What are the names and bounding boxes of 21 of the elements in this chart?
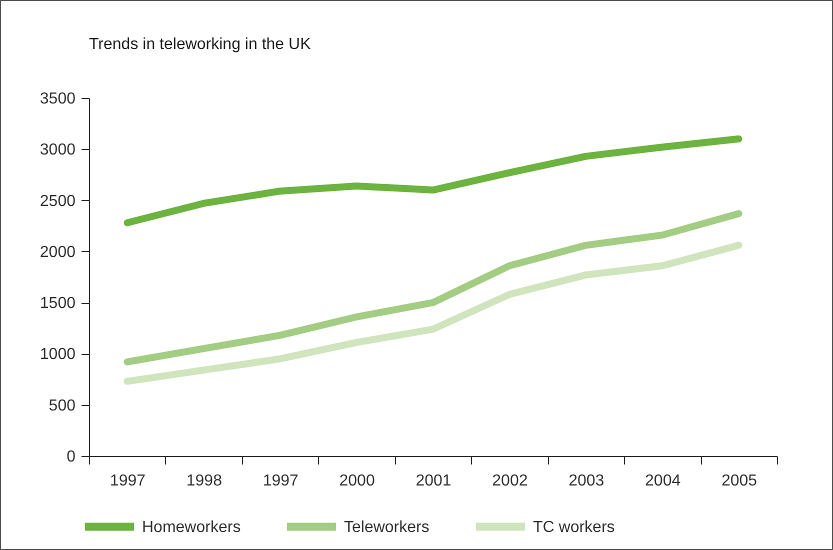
x-tick-label: 2005 <box>721 472 758 490</box>
x-tick-label: 1998 <box>186 472 222 490</box>
y-tick-label: 0 <box>66 448 76 466</box>
legend-label: Homeworkers <box>142 518 241 536</box>
y-tick-label: 3000 <box>40 142 76 159</box>
x-tick-label: 1997 <box>110 472 146 490</box>
y-tick-label: 3500 <box>40 90 76 108</box>
y-tick-label: 1500 <box>40 295 76 312</box>
y-tick-label: 2000 <box>40 244 76 261</box>
x-tick-label: 2003 <box>568 472 604 490</box>
x-tick-label: 2004 <box>645 472 681 490</box>
x-tick-label: 2002 <box>492 472 528 490</box>
y-tick-label: 1000 <box>40 346 76 364</box>
y-tick-label: 500 <box>48 397 76 414</box>
legend-label: TC workers <box>533 518 615 536</box>
chart-title: Trends in teleworking in the UK <box>89 36 312 53</box>
x-tick-label: 2000 <box>339 472 375 490</box>
x-tick-label: 2001 <box>416 472 452 490</box>
y-tick-label: 2500 <box>40 192 76 210</box>
x-tick-label: 1997 <box>262 472 299 490</box>
legend-label: Teleworkers <box>344 518 430 536</box>
